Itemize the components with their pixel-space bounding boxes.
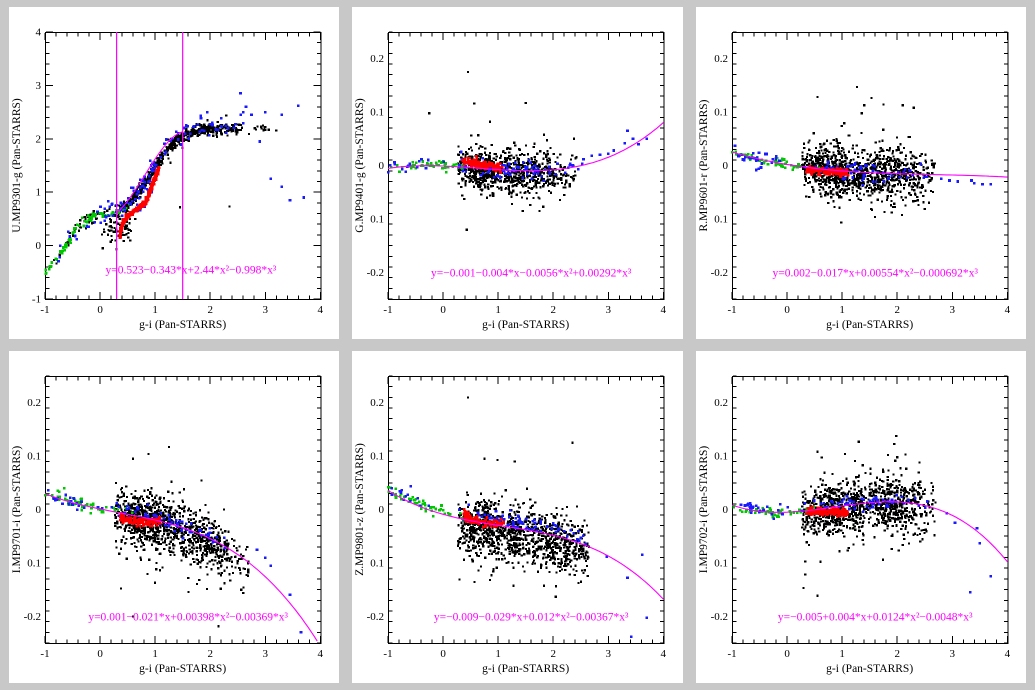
svg-text:y=0.002−0.017*x+0.00554*x²−0.0: y=0.002−0.017*x+0.00554*x²−0.000692*x³ <box>772 267 978 279</box>
svg-text:2: 2 <box>894 304 900 316</box>
svg-text:0.1: 0.1 <box>714 107 728 119</box>
svg-text:3: 3 <box>263 648 269 660</box>
svg-text:0.1: 0.1 <box>371 107 385 119</box>
panel-i-mp9701-vs-i: -1 0 1 2 3 4 g-i (Pan-STARRS) 0.2 0.1 0 0.1 -0.2 I.M… <box>9 351 340 683</box>
svg-text:0.1: 0.1 <box>27 451 41 463</box>
scatter-plot-z-mp9801: -1 0 1 2 3 4g-i (Pan-STARRS)0.20.100.1-0.2Z.M… <box>354 375 667 675</box>
svg-text:3: 3 <box>606 304 612 316</box>
svg-text:2: 2 <box>551 304 557 316</box>
svg-text:1: 1 <box>496 304 502 316</box>
svg-text:4: 4 <box>36 27 42 39</box>
svg-text:U.MP9301-g (Pan-STARRS): U.MP9301-g (Pan-STARRS) <box>11 98 23 233</box>
svg-text:R.MP9601-r (Pan-STARRS): R.MP9601-r (Pan-STARRS) <box>698 99 710 231</box>
svg-text:3: 3 <box>263 304 269 316</box>
svg-text:-0.2: -0.2 <box>24 611 41 623</box>
svg-text:1: 1 <box>152 304 158 316</box>
svg-text:-0.2: -0.2 <box>367 267 384 279</box>
svg-text:g-i (Pan-STARRS): g-i (Pan-STARRS) <box>826 319 913 331</box>
svg-text:0: 0 <box>379 160 385 172</box>
panel-u-mp9301-vs-g: -1 0 1 2 3 4 g-i (Pan-STARRS) 4 3 2 1 0 -1 U.MP9301-g… <box>9 7 340 339</box>
svg-text:0.1: 0.1 <box>371 213 385 225</box>
svg-text:g-i (Pan-STARRS): g-i (Pan-STARRS) <box>139 663 226 675</box>
svg-text:-1: -1 <box>384 304 393 316</box>
svg-text:-1: -1 <box>32 294 41 306</box>
panel-g-mp9401-vs-g: -1 0 1 2 3 4 g-i (Pan-STARRS) 0.2 0.1 0 0.1 -0.2 G.M… <box>352 7 683 339</box>
svg-text:0: 0 <box>722 160 728 172</box>
svg-text:0.2: 0.2 <box>371 53 385 65</box>
svg-text:4: 4 <box>318 304 324 316</box>
svg-text:g-i (Pan-STARRS): g-i (Pan-STARRS) <box>139 319 226 331</box>
svg-text:-0.2: -0.2 <box>710 267 727 279</box>
svg-text:1: 1 <box>839 304 845 316</box>
svg-text:2: 2 <box>207 648 213 660</box>
svg-text:0.1: 0.1 <box>27 557 41 569</box>
svg-text:0: 0 <box>97 304 103 316</box>
svg-text:g-i (Pan-STARRS): g-i (Pan-STARRS) <box>483 319 570 331</box>
svg-text:G.MP9401-g (Pan-STARRS): G.MP9401-g (Pan-STARRS) <box>354 98 366 233</box>
svg-text:4: 4 <box>661 304 667 316</box>
scatter-plot-g-mp9401: -1 0 1 2 3 4 g-i (Pan-STARRS) 0.2 0.1 0 0.1 -0.2 G.M… <box>354 31 667 331</box>
svg-text:0.2: 0.2 <box>27 397 41 409</box>
svg-text:2: 2 <box>36 133 42 145</box>
svg-text:2: 2 <box>207 304 213 316</box>
scatter-plot-u-mp9301: -1 0 1 2 3 4 g-i (Pan-STARRS) 4 3 2 1 0 -1 U.MP9301-g… <box>11 27 324 331</box>
scatter-plot-i-mp9701: -1 0 1 2 3 4 g-i (Pan-STARRS) 0.2 0.1 0 0.1 -0.2 I.M… <box>11 375 324 675</box>
svg-text:0: 0 <box>36 240 42 252</box>
svg-text:-1: -1 <box>40 304 49 316</box>
scatter-plot-i-mp9702: -1 0 1 2 3 4g-i (Pan-STARRS)0.20.100.1-0.2I.M… <box>698 375 1010 675</box>
svg-text:1: 1 <box>152 648 158 660</box>
svg-text:0: 0 <box>97 648 103 660</box>
panel-r-mp9601-vs-r: -1 0 1 2 3 4 g-i (Pan-STARRS) 0.2 0.1 0 0.1 -0.2 R.M… <box>695 7 1026 339</box>
svg-text:0: 0 <box>441 304 447 316</box>
svg-text:-1: -1 <box>40 648 49 660</box>
svg-text:4: 4 <box>318 648 324 660</box>
svg-text:-1: -1 <box>727 304 736 316</box>
svg-text:0.2: 0.2 <box>714 53 728 65</box>
svg-text:0: 0 <box>36 504 42 516</box>
panel-z-mp9801-vs-z: -1 0 1 2 3 4 g-i (Pan-STARRS) 0.2 0.1 0 0.1 -0.2 Z.M… <box>352 351 683 683</box>
svg-text:1: 1 <box>36 187 42 199</box>
svg-text:0: 0 <box>784 304 790 316</box>
svg-text:4: 4 <box>1004 304 1010 316</box>
panel-i-mp9702-vs-i: -1 0 1 2 3 4 g-i (Pan-STARRS) 0.2 0.1 0 0.1 -0.2 I.M… <box>695 351 1026 683</box>
svg-text:3: 3 <box>36 80 42 92</box>
svg-text:3: 3 <box>949 304 955 316</box>
scatter-plot-r-mp9601: -1 0 1 2 3 4 g-i (Pan-STARRS) 0.2 0.1 0 0.1 -0.2 R.M… <box>698 31 1010 331</box>
svg-text:0.1: 0.1 <box>714 213 728 225</box>
svg-text:y=−0.001−0.004*x−0.0056*x²+0.0: y=−0.001−0.004*x−0.0056*x²+0.00292*x³ <box>431 267 632 279</box>
svg-text:I.MP9701-i (Pan-STARRS): I.MP9701-i (Pan-STARRS) <box>11 446 23 574</box>
svg-text:y=0.523−0.343*x+2.44*x²−0.998*: y=0.523−0.343*x+2.44*x²−0.998*x³ <box>105 265 276 277</box>
